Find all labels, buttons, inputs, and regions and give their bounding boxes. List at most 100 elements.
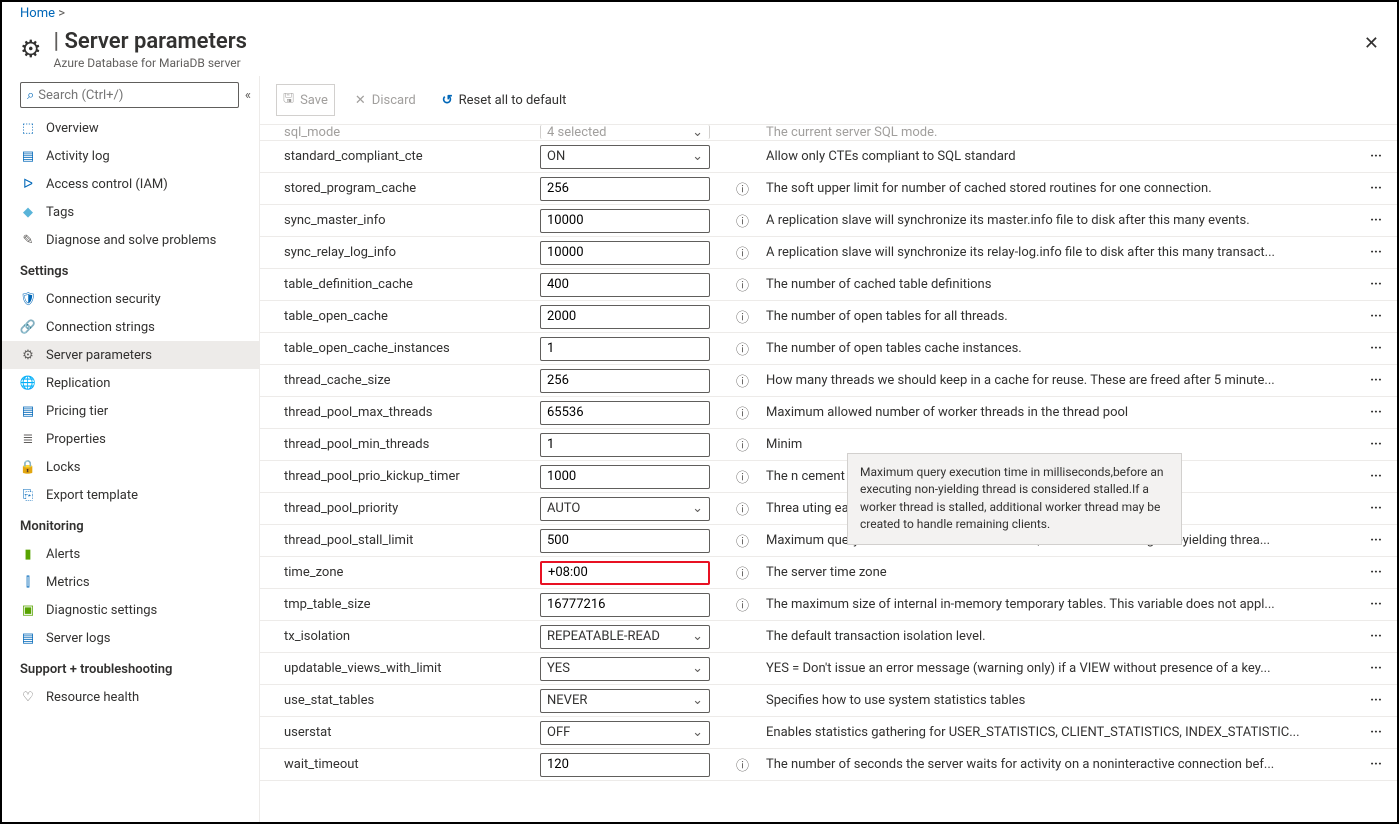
- info-icon[interactable]: ⓘ: [736, 307, 766, 326]
- more-icon[interactable]: ···: [1365, 341, 1387, 356]
- sidebar-item-resource-health[interactable]: ♡Resource health: [2, 683, 259, 711]
- more-icon[interactable]: ···: [1365, 373, 1387, 388]
- param-input[interactable]: [540, 273, 710, 297]
- sidebar-item-diagnostic-settings[interactable]: ▣Diagnostic settings: [2, 596, 259, 624]
- param-select[interactable]: ON⌄: [540, 145, 710, 169]
- param-input[interactable]: [540, 337, 710, 361]
- more-icon[interactable]: ···: [1365, 501, 1387, 516]
- nav-icon: ≣: [20, 431, 36, 447]
- param-input[interactable]: [540, 177, 710, 201]
- info-icon[interactable]: ⓘ: [736, 339, 766, 358]
- sidebar-item-overview[interactable]: ⬚Overview: [2, 114, 259, 142]
- sidebar-item-access-control-iam-[interactable]: ᐅAccess control (IAM): [2, 170, 259, 198]
- param-input[interactable]: [540, 753, 710, 777]
- more-icon[interactable]: ···: [1365, 597, 1387, 612]
- info-icon[interactable]: ⓘ: [736, 403, 766, 422]
- nav-icon: ⬚: [20, 120, 36, 136]
- more-icon[interactable]: ···: [1365, 181, 1387, 196]
- info-icon[interactable]: ⓘ: [736, 595, 766, 614]
- info-icon[interactable]: ⓘ: [736, 371, 766, 390]
- param-input[interactable]: [540, 401, 710, 425]
- param-input[interactable]: [540, 241, 710, 265]
- param-name: standard_compliant_cte: [284, 149, 540, 164]
- info-icon[interactable]: ⓘ: [736, 211, 766, 230]
- param-select[interactable]: AUTO⌄: [540, 497, 710, 521]
- param-select[interactable]: YES⌄: [540, 657, 710, 681]
- sidebar-item-server-logs[interactable]: ▤Server logs: [2, 624, 259, 652]
- more-icon[interactable]: ···: [1365, 405, 1387, 420]
- sidebar-item-activity-log[interactable]: ▤Activity log: [2, 142, 259, 170]
- info-icon[interactable]: ⓘ: [736, 499, 766, 518]
- close-icon[interactable]: ✕: [1364, 33, 1379, 54]
- more-icon[interactable]: ···: [1365, 277, 1387, 292]
- table-row: stored_program_cacheⓘThe soft upper limi…: [260, 173, 1397, 205]
- sidebar-item-metrics[interactable]: ⫿Metrics: [2, 568, 259, 596]
- info-icon[interactable]: ⓘ: [736, 563, 766, 582]
- more-icon[interactable]: ···: [1365, 629, 1387, 644]
- table-row: updatable_views_with_limitYES⌄YES = Don'…: [260, 653, 1397, 685]
- sidebar-item-connection-strings[interactable]: 🔗Connection strings: [2, 313, 259, 341]
- more-icon[interactable]: ···: [1365, 149, 1387, 164]
- param-select[interactable]: 4 selected⌄: [540, 125, 710, 139]
- reset-button[interactable]: ↺ Reset all to default: [436, 89, 573, 112]
- param-description: Allow only CTEs compliant to SQL standar…: [766, 149, 1365, 164]
- more-icon[interactable]: ···: [1365, 725, 1387, 740]
- more-icon[interactable]: ···: [1365, 757, 1387, 772]
- sidebar-item-properties[interactable]: ≣Properties: [2, 425, 259, 453]
- nav-icon: 🛡: [20, 291, 36, 307]
- sidebar-item-locks[interactable]: 🔒Locks: [2, 453, 259, 481]
- info-icon[interactable]: ⓘ: [736, 435, 766, 454]
- sidebar-item-pricing-tier[interactable]: ▤Pricing tier: [2, 397, 259, 425]
- more-icon[interactable]: ···: [1365, 437, 1387, 452]
- param-value-cell: [540, 593, 736, 617]
- more-icon[interactable]: ···: [1365, 565, 1387, 580]
- sidebar-item-replication[interactable]: 🌐Replication: [2, 369, 259, 397]
- param-value-cell: 4 selected⌄: [540, 125, 736, 139]
- more-icon[interactable]: ···: [1365, 693, 1387, 708]
- search-input[interactable]: [38, 88, 232, 103]
- sidebar-item-tags[interactable]: ◆Tags: [2, 198, 259, 226]
- collapse-sidebar-icon[interactable]: «: [245, 88, 251, 103]
- info-icon[interactable]: ⓘ: [736, 179, 766, 198]
- sidebar-item-label: Metrics: [46, 575, 90, 590]
- sidebar-item-connection-security[interactable]: 🛡Connection security: [2, 285, 259, 313]
- param-input[interactable]: [540, 561, 710, 585]
- info-icon[interactable]: ⓘ: [736, 467, 766, 486]
- info-icon[interactable]: ⓘ: [736, 243, 766, 262]
- save-button[interactable]: 🖫 Save: [276, 84, 335, 116]
- info-icon[interactable]: ⓘ: [736, 275, 766, 294]
- param-input[interactable]: [540, 465, 710, 489]
- nav-section-monitoring: Monitoring: [2, 509, 259, 540]
- discard-button[interactable]: ✕ Discard: [349, 89, 422, 112]
- param-input[interactable]: [540, 593, 710, 617]
- more-icon[interactable]: ···: [1365, 213, 1387, 228]
- info-icon[interactable]: ⓘ: [736, 755, 766, 774]
- more-icon[interactable]: ···: [1365, 533, 1387, 548]
- info-icon[interactable]: ⓘ: [736, 531, 766, 550]
- param-input[interactable]: [540, 209, 710, 233]
- more-icon[interactable]: ···: [1365, 469, 1387, 484]
- sidebar-item-server-parameters[interactable]: ⚙Server parameters: [2, 341, 259, 369]
- table-row: sync_master_infoⓘA replication slave wil…: [260, 205, 1397, 237]
- param-select[interactable]: REPEATABLE-READ⌄: [540, 625, 710, 649]
- param-input[interactable]: [540, 433, 710, 457]
- more-icon[interactable]: ···: [1365, 661, 1387, 676]
- search-input-wrap[interactable]: ⌕: [20, 82, 239, 108]
- sidebar-item-alerts[interactable]: ▮Alerts: [2, 540, 259, 568]
- nav-icon: 🔗: [20, 319, 36, 335]
- table-row: thread_pool_prio_kickup_timerⓘThe n ceme…: [260, 461, 1397, 493]
- nav-icon: ◆: [20, 204, 36, 220]
- sidebar-item-label: Export template: [46, 488, 138, 503]
- param-select[interactable]: OFF⌄: [540, 721, 710, 745]
- param-input[interactable]: [540, 529, 710, 553]
- breadcrumb-home[interactable]: Home: [20, 6, 55, 21]
- param-value-cell: ON⌄: [540, 145, 736, 169]
- param-input[interactable]: [540, 369, 710, 393]
- param-description: How many threads we should keep in a cac…: [766, 373, 1365, 388]
- sidebar-item-diagnose-and-solve-problems[interactable]: ✎Diagnose and solve problems: [2, 226, 259, 254]
- more-icon[interactable]: ···: [1365, 245, 1387, 260]
- param-select[interactable]: NEVER⌄: [540, 689, 710, 713]
- more-icon[interactable]: ···: [1365, 309, 1387, 324]
- sidebar-item-export-template[interactable]: ⎘Export template: [2, 481, 259, 509]
- param-input[interactable]: [540, 305, 710, 329]
